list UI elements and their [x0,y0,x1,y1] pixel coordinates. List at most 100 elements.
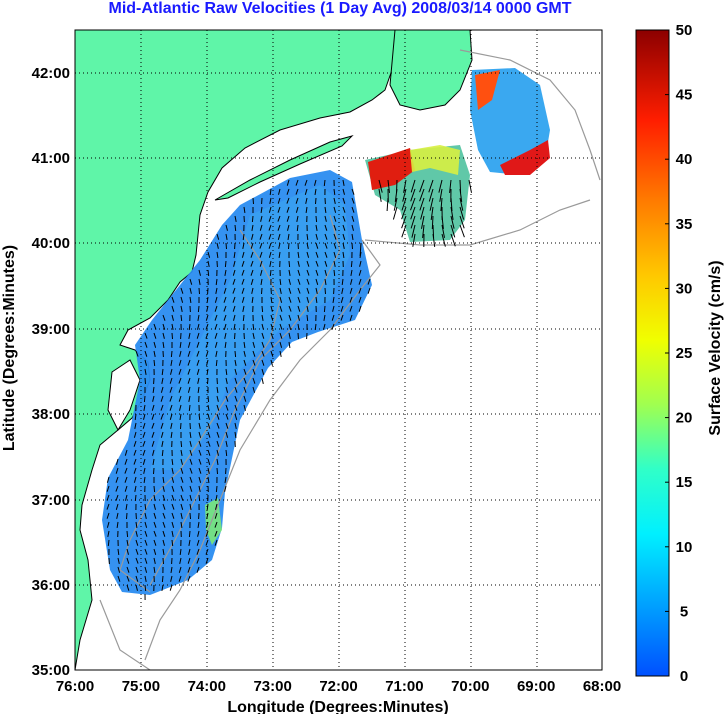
velocity-vector [410,206,416,220]
longitude-tick-label: 69:00 [517,678,555,695]
velocity-vector [189,485,193,492]
velocity-vector [420,206,425,220]
velocity-vector [144,332,148,339]
velocity-vector [142,440,146,447]
velocity-vector [143,404,146,411]
velocity-vector [279,350,282,357]
velocity-vector [180,512,183,520]
velocity-vector [295,197,299,204]
velocity-vector [197,314,200,321]
velocity-vector [171,296,175,303]
velocity-vector [342,206,346,213]
velocity-vector [295,188,299,195]
velocity-vector [223,323,227,330]
velocity-vector [207,467,210,475]
velocity-vector [162,485,165,492]
velocity-vector [324,224,328,231]
velocity-vector [278,242,281,249]
velocity-vector [216,386,219,393]
velocity-vector [410,215,416,229]
velocity-vector [198,278,201,285]
velocity-vector [196,539,200,546]
velocity-vector [115,494,119,501]
velocity-vector [297,323,300,330]
velocity-vector [160,422,164,429]
velocity-vector [224,476,227,483]
velocity-vector [133,458,137,465]
velocity-vector [180,503,184,510]
velocity-vector [342,179,345,186]
velocity-vector [197,377,200,384]
velocity-vector [358,305,362,312]
velocity-vector [438,179,443,193]
velocity-vector [268,206,272,213]
velocity-vector [187,341,191,348]
velocity-vector [180,422,182,430]
velocity-vector [401,215,407,229]
velocity-vector [306,260,310,267]
velocity-vector [216,395,219,402]
velocity-vector [286,206,290,213]
velocity-vector [126,575,130,582]
velocity-vector [214,530,218,537]
velocity-vector [188,332,191,339]
velocity-vector [358,296,362,303]
velocity-vector [144,341,148,348]
velocity-vector [392,206,398,220]
velocity-vector [133,431,137,438]
velocity-vector [170,350,173,358]
velocity-vector [243,359,247,366]
velocity-vector [428,188,434,202]
latitude-tick-label: 42:00 [32,65,70,82]
velocity-vector [402,188,407,202]
velocity-vector [116,458,119,465]
longitude-tick-label: 74:00 [188,678,226,695]
colorbar-tick-label: 40 [676,151,693,168]
velocity-vector [189,431,192,438]
velocity-vector [133,449,137,456]
velocity-vector [225,395,229,402]
velocity-vector [232,296,236,303]
velocity-vector [315,215,318,223]
velocity-vector [143,413,146,420]
velocity-vector [197,305,200,313]
velocity-vector [152,386,155,393]
velocity-vector [459,206,465,220]
velocity-vector [261,377,264,385]
velocity-vector [297,296,301,303]
velocity-vector [286,215,290,222]
velocity-vector [331,314,335,321]
velocity-vector [135,575,139,582]
velocity-vector [387,179,390,193]
velocity-vector [135,350,139,357]
velocity-vector [196,557,200,564]
velocity-vector [305,197,308,204]
velocity-vector [306,296,310,303]
velocity-vector [351,233,354,240]
velocity-vector [216,404,220,411]
velocity-vector [332,296,335,303]
velocity-vector [270,296,273,303]
velocity-vector [286,188,290,195]
velocity-vector [332,305,335,312]
velocity-vector [232,305,236,312]
velocity-vector [196,548,200,555]
velocity-vector [277,224,281,231]
velocity-vector [198,413,201,420]
velocity-vector [144,503,147,510]
velocity-vector [124,485,128,492]
velocity-vector [297,314,300,321]
velocity-vector [331,323,335,330]
velocity-vector [206,503,209,510]
velocity-vector [215,485,218,493]
velocity-vector [170,368,173,375]
velocity-vector [205,557,209,564]
velocity-vector [450,197,453,212]
velocity-vector [189,278,193,285]
velocity-vector [241,296,245,303]
velocity-vector [250,269,254,276]
velocity-vector [133,476,137,483]
velocity-vector [207,395,210,403]
velocity-vector [151,413,155,420]
velocity-vector [295,206,299,213]
